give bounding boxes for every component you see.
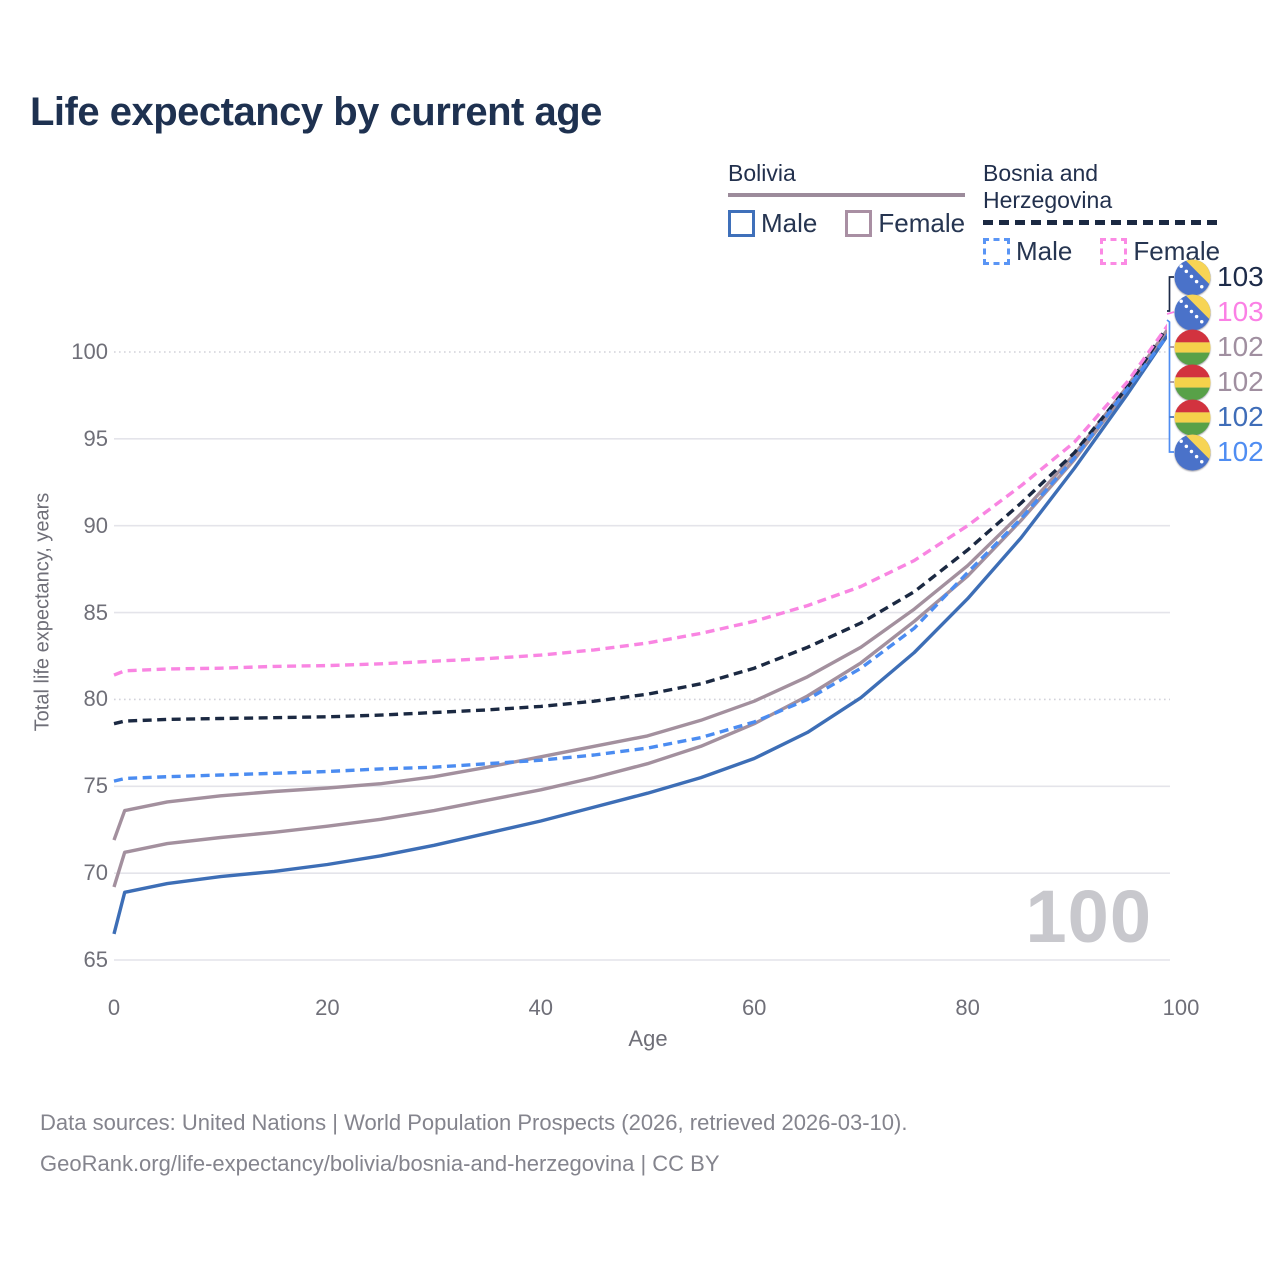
y-tick-label-75: 75 [83,773,108,799]
end-label-value: 102 [1217,401,1264,432]
y-tick-label-95: 95 [83,425,108,451]
end-label-value: 102 [1217,331,1264,362]
legend-label-bosnia-male: Male [1016,236,1073,266]
legend-label-bolivia-female: Female [878,208,966,238]
x-tick-label-0: 0 [107,995,121,1020]
page-title: Life expectancy by current age [30,90,602,134]
legend-country-bosnia: Bosnia and Herzegovina [983,160,1113,213]
legend-swatch-bolivia-male [728,210,755,237]
x-tick-label-40: 40 [528,995,554,1020]
y-tick-label-70: 70 [83,860,108,886]
footer-sources: Data sources: United Nations | World Pop… [40,1110,908,1135]
legend-item-bosnia-male[interactable]: Male [983,236,1072,267]
x-tick-label-60: 60 [741,995,767,1020]
end-label-value: 103 [1217,296,1264,327]
age-watermark: 100 [1025,875,1152,958]
x-tick-label-20: 20 [315,995,340,1020]
leader-line-1 [1166,311,1175,315]
end-label-value: 102 [1217,436,1264,467]
y-tick-label-100: 100 [71,339,108,364]
bosnia-flag-icon [1174,434,1211,470]
bosnia-flag-icon [1174,294,1211,330]
legend-label-bolivia-male: Male [761,208,818,238]
series-line-bosnia-male[interactable] [113,317,1181,783]
y-tick-label-80: 80 [83,686,108,712]
legend-underline-bosnia [983,220,1221,225]
bolivia-flag-icon [1174,364,1211,400]
series-line-bolivia-male[interactable] [112,316,1181,935]
series-layer [112,306,1181,935]
end-label-row-2: 102 [1174,329,1264,366]
x-tick-label-80: 80 [955,995,980,1020]
end-label-row-5: 102 [1174,434,1264,471]
series-line-bosnia-combined[interactable] [113,306,1181,726]
series-line-bolivia-female[interactable] [112,310,1181,841]
legend-group-bosnia: Bosnia and Herzegovina Male Female [983,160,1221,267]
bolivia-flag-icon [1174,399,1211,435]
x-axis-title: Age [628,1026,668,1051]
legend-swatch-bosnia-male [983,238,1010,265]
legend-label-bosnia-female: Female [1133,236,1221,266]
legend-swatch-bosnia-female [1100,238,1128,265]
end-label-row-4: 102 [1174,399,1264,436]
legend-underline-bolivia [728,193,966,197]
bosnia-flag-icon [1174,259,1211,295]
series-line-bosnia-female[interactable] [113,307,1181,677]
legend-group-bolivia: Bolivia Male Female [728,160,966,239]
end-label-row-1: 103 [1174,294,1264,331]
legend-swatch-bolivia-female [845,210,873,237]
end-label-value: 102 [1217,366,1264,397]
end-label-row-0: 103 [1174,259,1264,296]
x-tick-label-100: 100 [1162,995,1200,1020]
leader-line-5 [1166,319,1174,453]
legend-item-bolivia-male[interactable]: Male [728,208,817,239]
end-label-value: 103 [1217,261,1264,292]
leader-line-0 [1167,276,1174,312]
bolivia-flag-icon [1174,329,1211,365]
footer-url: GeoRank.org/life-expectancy/bolivia/bosn… [40,1151,720,1176]
y-tick-label-90: 90 [83,512,108,538]
y-tick-label-65: 65 [83,947,108,972]
series-line-bolivia-combined[interactable] [112,312,1181,888]
legend-country-bolivia: Bolivia [728,160,796,186]
y-tick-label-85: 85 [83,599,108,625]
legend-item-bosnia-female[interactable]: Female [1100,236,1220,267]
end-label-row-3: 102 [1174,364,1264,401]
legend-item-bolivia-female[interactable]: Female [845,208,965,239]
